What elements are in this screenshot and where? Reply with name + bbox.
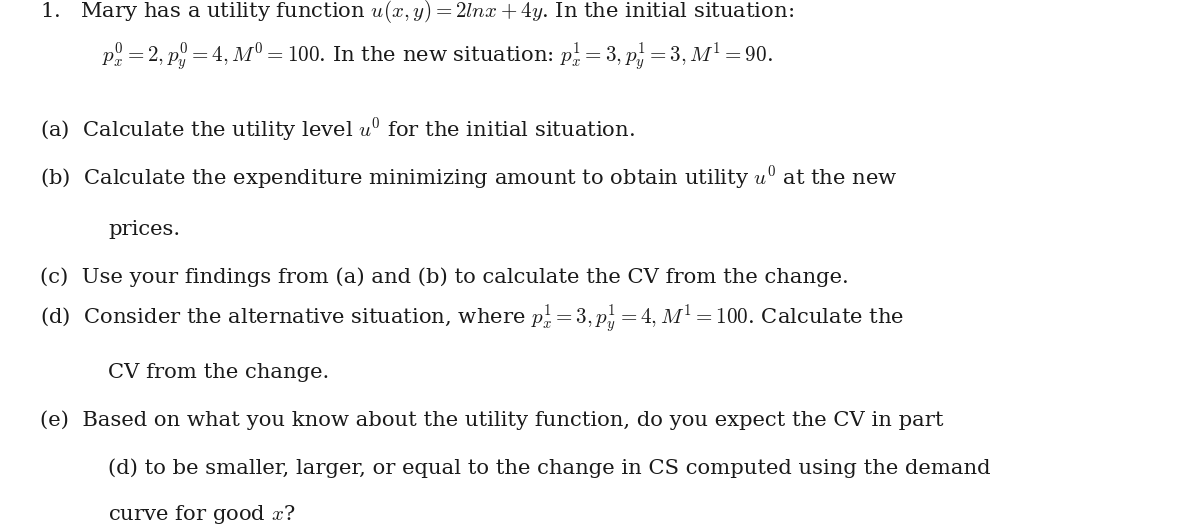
Text: (d)  Consider the alternative situation, where $p_x^1 = 3, p_y^1 = 4, M^1 = 100$: (d) Consider the alternative situation, … — [40, 302, 904, 335]
Text: (c)  Use your findings from (a) and (b) to calculate the CV from the change.: (c) Use your findings from (a) and (b) t… — [40, 267, 848, 287]
Text: (d) to be smaller, larger, or equal to the change in CS computed using the deman: (d) to be smaller, larger, or equal to t… — [108, 458, 990, 478]
Text: 1.   Mary has a utility function $u(x, y) = 2lnx + 4y$. In the initial situation: 1. Mary has a utility function $u(x, y) … — [40, 0, 793, 25]
Text: CV from the change.: CV from the change. — [108, 363, 329, 382]
Text: (e)  Based on what you know about the utility function, do you expect the CV in : (e) Based on what you know about the uti… — [40, 410, 943, 430]
Text: (b)  Calculate the expenditure minimizing amount to obtain utility $u^0$ at the : (b) Calculate the expenditure minimizing… — [40, 164, 898, 191]
Text: prices.: prices. — [108, 220, 180, 239]
Text: curve for good $x$?: curve for good $x$? — [108, 503, 295, 526]
Text: $p_x^0 = 2, p_y^0 = 4, M^0 = 100$. In the new situation: $p_x^1 = 3, p_y^1 = 3, : $p_x^0 = 2, p_y^0 = 4, M^0 = 100$. In th… — [102, 41, 773, 73]
Text: (a)  Calculate the utility level $u^0$ for the initial situation.: (a) Calculate the utility level $u^0$ fo… — [40, 116, 635, 143]
